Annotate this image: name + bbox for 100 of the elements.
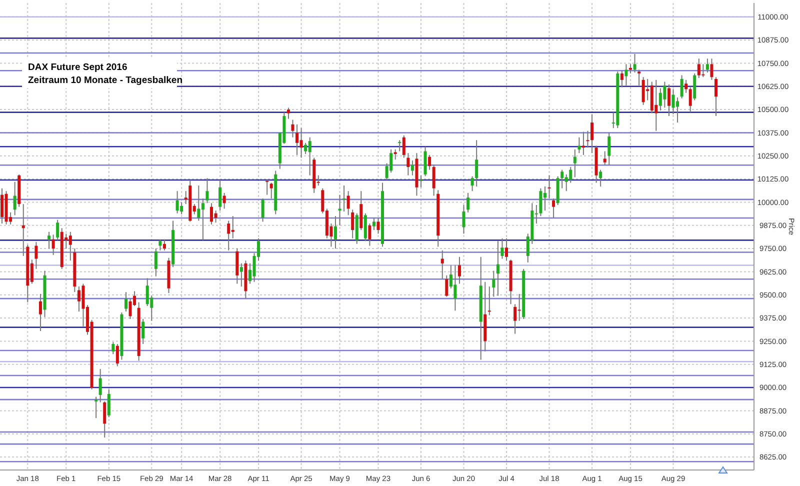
candlestick <box>146 278 149 306</box>
candlestick <box>492 270 496 298</box>
candlestick <box>560 169 564 189</box>
candlestick <box>261 198 264 222</box>
candlestick <box>638 69 641 86</box>
candlestick <box>496 240 500 296</box>
candlestick <box>286 107 290 120</box>
candlestick <box>543 186 546 212</box>
candlestick <box>128 298 132 320</box>
candlestick <box>578 136 581 154</box>
candlestick <box>291 119 294 138</box>
candlestick <box>569 166 572 184</box>
candlestick <box>684 79 688 94</box>
candlestick <box>346 190 350 216</box>
candlestick <box>693 72 696 101</box>
candlestick <box>440 250 444 280</box>
candlestick <box>398 140 402 152</box>
candlestick <box>505 238 508 262</box>
candlestick <box>624 64 628 86</box>
candlestick <box>680 74 684 99</box>
candlestick <box>419 174 422 188</box>
candlestick <box>603 150 606 166</box>
candlestick <box>116 343 119 367</box>
candlestick <box>667 84 670 117</box>
candlestick <box>432 164 436 196</box>
candlestick <box>688 86 692 113</box>
candlestick <box>406 152 410 176</box>
candlestick <box>564 174 568 192</box>
candlestick <box>227 220 230 251</box>
candlestick <box>642 76 645 106</box>
text: DAX Future Sept 2016 <box>28 62 128 73</box>
candlestick <box>518 293 521 322</box>
candlestick <box>599 169 602 187</box>
candlestick <box>539 188 542 217</box>
candlestick <box>590 114 594 154</box>
candlestick <box>364 212 367 242</box>
candlestick <box>658 88 662 111</box>
candlestick <box>573 148 576 178</box>
candlestick <box>620 70 624 88</box>
candlestick <box>488 286 491 316</box>
candlestick <box>231 216 234 239</box>
candlestick <box>107 388 110 418</box>
candlestick <box>98 368 102 403</box>
candlestick <box>266 179 269 196</box>
candlestick <box>197 185 200 222</box>
candlestick <box>214 210 218 224</box>
candlestick <box>77 286 80 312</box>
candlestick <box>176 190 179 214</box>
candlestick <box>445 274 448 298</box>
candlestick <box>124 292 128 312</box>
candlestick <box>342 185 346 212</box>
candlestick <box>94 396 98 419</box>
candlestick <box>548 174 551 200</box>
candlestick <box>608 132 611 166</box>
candlestick <box>458 256 461 284</box>
text: Zeitraum 10 Monate - Tagesbalken <box>28 75 183 86</box>
candlestick <box>338 194 342 226</box>
candlestick <box>270 182 273 200</box>
candlestick <box>402 135 406 158</box>
candlestick <box>56 219 60 241</box>
candlestick <box>206 178 209 204</box>
candlestick <box>48 231 51 250</box>
candlestick <box>368 223 372 246</box>
candlestick <box>351 209 354 239</box>
candlestick <box>304 142 308 155</box>
candlestick <box>372 217 376 231</box>
candlestick <box>672 88 675 115</box>
candlestick <box>466 192 470 213</box>
candlestick <box>38 293 42 332</box>
candlestick <box>462 204 466 234</box>
candlestick <box>552 198 556 218</box>
candlestick <box>222 192 226 210</box>
candlestick <box>154 248 158 277</box>
candlestick <box>300 128 303 158</box>
candlestick <box>663 81 666 108</box>
candlestick <box>714 76 718 117</box>
candlestick <box>68 231 72 262</box>
candlestick <box>218 179 222 212</box>
candlestick <box>710 58 714 80</box>
candlestick <box>376 217 380 234</box>
candlestick <box>296 124 299 156</box>
candlestick <box>454 264 457 312</box>
candlestick <box>697 58 700 79</box>
candlestick <box>162 238 166 251</box>
candlestick <box>514 304 517 334</box>
candlestick <box>706 58 709 73</box>
candlestick <box>582 131 585 156</box>
candlestick <box>103 400 106 438</box>
candlestick <box>334 216 337 250</box>
candlestick <box>410 160 414 176</box>
candlestick <box>22 204 25 256</box>
candlestick <box>158 238 162 251</box>
candlestick <box>424 146 427 177</box>
candlestick <box>475 140 478 187</box>
candlestick <box>702 64 705 78</box>
candlestick <box>201 198 204 241</box>
candlestick <box>52 234 55 256</box>
candlestick <box>112 342 115 355</box>
candlestick <box>586 130 590 148</box>
candlestick <box>142 318 145 344</box>
